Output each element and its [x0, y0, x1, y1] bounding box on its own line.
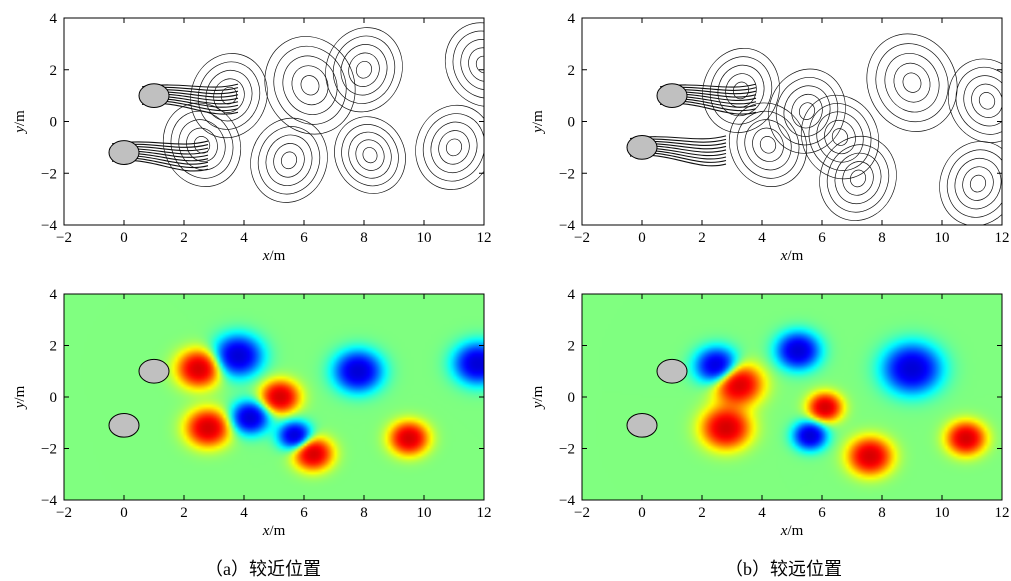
y-tick-label: 4 [50, 11, 58, 27]
x-tick-label: 6 [300, 230, 308, 246]
x-tick-label: 8 [878, 505, 886, 521]
x-tick-label: −2 [574, 505, 590, 521]
x-tick-label: 12 [477, 505, 492, 521]
plot-area [582, 18, 1002, 225]
vorticity-field [582, 294, 1002, 500]
x-tick-label: 4 [758, 230, 766, 246]
x-tick-label: 8 [360, 230, 368, 246]
x-axis-label: x/m [780, 248, 804, 264]
x-tick-label: 4 [240, 230, 248, 246]
x-tick-label: 12 [995, 230, 1010, 246]
contour-vortex [947, 58, 1002, 144]
y-tick-label: 2 [50, 339, 58, 355]
contour-vortex [334, 116, 406, 194]
y-tick-label: 0 [568, 115, 576, 131]
x-tick-label: 6 [818, 230, 826, 246]
x-tick-label: −2 [56, 230, 72, 246]
plot-area [582, 294, 1002, 500]
x-tick-label: 8 [360, 505, 368, 521]
x-tick-label: 4 [758, 505, 766, 521]
contour-vortex [819, 135, 897, 221]
y-tick-label: −2 [559, 166, 575, 182]
x-tick-label: 0 [120, 505, 128, 521]
plot-area [64, 294, 484, 500]
x-tick-label: 10 [935, 505, 950, 521]
y-axis-label: y/m [530, 385, 546, 410]
cylinder [138, 83, 170, 109]
x-tick-label: 10 [417, 505, 432, 521]
y-tick-label: −2 [41, 166, 57, 182]
contour-vortex [866, 33, 958, 132]
x-axis-label: x/m [262, 248, 286, 264]
y-axis-label: y/m [530, 110, 546, 135]
x-tick-label: 6 [300, 505, 308, 521]
x-tick-label: −2 [574, 230, 590, 246]
contour-vortex [250, 117, 328, 203]
x-axis-label: x/m [780, 523, 804, 539]
y-tick-label: −4 [41, 218, 57, 234]
contour-vortex [800, 94, 880, 180]
contour-vortex [444, 22, 484, 107]
cylinder [626, 134, 658, 160]
x-tick-label: 2 [180, 505, 188, 521]
x-tick-label: 10 [935, 230, 950, 246]
y-tick-label: 0 [568, 390, 576, 406]
y-tick-label: −2 [559, 442, 575, 458]
y-axis-label: y/m [12, 385, 28, 410]
x-tick-label: 0 [638, 230, 646, 246]
y-tick-label: −4 [559, 218, 575, 234]
cylinder [626, 412, 658, 438]
x-tick-label: 2 [698, 505, 706, 521]
x-tick-label: −2 [56, 505, 72, 521]
y-tick-label: 2 [568, 63, 576, 79]
cylinder [138, 358, 170, 384]
x-tick-label: 10 [417, 230, 432, 246]
contour-vortex [415, 104, 484, 190]
x-tick-label: 2 [180, 230, 188, 246]
plot-area [64, 18, 484, 225]
y-tick-label: 4 [568, 287, 576, 303]
cylinder [108, 412, 140, 438]
y-tick-label: 0 [50, 115, 58, 131]
contour-vortex [939, 141, 1002, 225]
cylinder [108, 140, 140, 165]
y-tick-label: 0 [50, 390, 58, 406]
y-tick-label: −4 [41, 493, 57, 509]
x-tick-label: 0 [120, 230, 128, 246]
x-tick-label: 4 [240, 505, 248, 521]
x-tick-label: 6 [818, 505, 826, 521]
y-tick-label: 4 [50, 287, 58, 303]
y-axis-label: y/m [12, 110, 28, 135]
y-tick-label: −4 [559, 493, 575, 509]
y-tick-label: −2 [41, 442, 57, 458]
x-axis-label: x/m [262, 523, 286, 539]
x-tick-label: 0 [638, 505, 646, 521]
caption-b: （b）较远位置 [725, 559, 842, 579]
x-tick-label: 8 [878, 230, 886, 246]
x-tick-label: 2 [698, 230, 706, 246]
contour-vortex [325, 27, 403, 113]
y-tick-label: 4 [568, 11, 576, 27]
vorticity-field [64, 294, 484, 500]
cylinder [656, 83, 688, 109]
x-tick-label: 12 [477, 230, 492, 246]
x-tick-label: 12 [995, 505, 1010, 521]
cylinder [656, 358, 688, 384]
y-tick-label: 2 [50, 63, 58, 79]
caption-a: （a）较近位置 [205, 559, 321, 579]
contour-vortex [768, 68, 846, 154]
contour-vortex [728, 102, 808, 187]
y-tick-label: 2 [568, 339, 576, 355]
